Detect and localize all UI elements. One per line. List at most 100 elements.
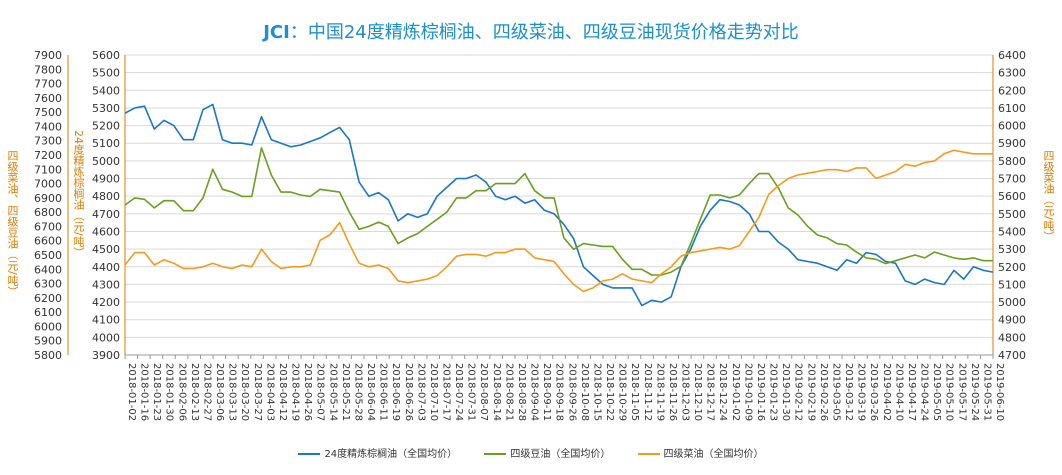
right-tick-label: 5800 bbox=[998, 155, 1026, 168]
inner-left-tick-label: 5400 bbox=[92, 84, 120, 97]
x-tick-label: 2018-03-13 bbox=[227, 363, 238, 421]
x-tick-label: 2018-11-19 bbox=[654, 363, 665, 421]
x-tick-label: 2018-10-15 bbox=[591, 363, 602, 421]
legend-label-palm: 24度精炼棕榈油（全国均价） bbox=[324, 449, 458, 460]
chart-title: JCI：中国24度精炼棕榈油、四级菜油、四级豆油现货价格走势对比 bbox=[0, 18, 1062, 44]
legend-item-rape[interactable]: 四级菜油（全国均价） bbox=[637, 445, 764, 460]
outer-left-tick-label: 5800 bbox=[34, 349, 62, 362]
x-tick-label: 2019-03-05 bbox=[830, 363, 841, 421]
x-tick-label: 2018-08-21 bbox=[503, 363, 514, 421]
x-tick-label: 2018-09-04 bbox=[529, 363, 540, 421]
right-tick-label: 5900 bbox=[998, 137, 1026, 150]
right-tick-label: 5200 bbox=[998, 261, 1026, 274]
x-tick-label: 2018-04-12 bbox=[277, 363, 288, 421]
inner-left-tick-label: 4100 bbox=[92, 314, 120, 327]
x-tick-label: 2019-04-17 bbox=[906, 363, 917, 421]
right-tick-label: 6300 bbox=[998, 67, 1026, 80]
right-tick-label: 5100 bbox=[998, 278, 1026, 291]
inner-left-tick-label: 4800 bbox=[92, 190, 120, 203]
inner-left-tick-label: 4300 bbox=[92, 278, 120, 291]
right-tick-label: 5300 bbox=[998, 243, 1026, 256]
inner-left-tick-label: 5200 bbox=[92, 120, 120, 133]
x-tick-label: 2018-12-24 bbox=[717, 363, 728, 421]
x-tick-label: 2019-04-10 bbox=[893, 363, 904, 421]
inner-left-tick-label: 4900 bbox=[92, 173, 120, 186]
x-tick-label: 2018-02-13 bbox=[189, 363, 200, 421]
outer-left-tick-label: 6600 bbox=[34, 235, 62, 248]
legend-swatch-palm bbox=[298, 453, 321, 455]
x-tick-label: 2019-04-24 bbox=[919, 363, 930, 421]
right-axis-title: 四级菜油（元/吨） bbox=[1042, 150, 1055, 242]
x-tick-label: 2018-12-10 bbox=[692, 363, 703, 421]
x-tick-label: 2018-02-27 bbox=[201, 363, 212, 421]
x-tick-label: 2018-05-21 bbox=[340, 363, 351, 421]
legend-label-rape: 四级菜油（全国均价） bbox=[663, 449, 764, 460]
inner-left-tick-label: 4400 bbox=[92, 261, 120, 274]
right-tick-label: 5600 bbox=[998, 190, 1026, 203]
x-tick-label: 2018-09-18 bbox=[554, 363, 565, 421]
inner-left-axis-title: 24度精炼棕榈油（元/吨） bbox=[72, 130, 85, 258]
legend-item-palm[interactable]: 24度精炼棕榈油（全国均价） bbox=[298, 445, 457, 460]
outer-left-tick-label: 7600 bbox=[34, 92, 62, 105]
x-tick-label: 2018-07-10 bbox=[428, 363, 439, 421]
right-tick-label: 6200 bbox=[998, 84, 1026, 97]
x-tick-label: 2018-01-23 bbox=[151, 363, 162, 421]
x-tick-label: 2018-07-03 bbox=[415, 363, 426, 421]
right-tick-label: 5400 bbox=[998, 225, 1026, 238]
outer-left-tick-label: 5900 bbox=[34, 335, 62, 348]
right-tick-label: 5500 bbox=[998, 208, 1026, 221]
x-tick-label: 2019-05-31 bbox=[981, 363, 992, 421]
x-tick-label: 2018-10-22 bbox=[604, 363, 615, 421]
outer-left-tick-label: 6300 bbox=[34, 278, 62, 291]
right-tick-label: 4700 bbox=[998, 349, 1026, 362]
x-tick-label: 2018-03-20 bbox=[239, 363, 250, 421]
series-line-soy bbox=[124, 147, 993, 276]
outer-left-tick-label: 7000 bbox=[34, 178, 62, 191]
outer-left-tick-label: 6000 bbox=[34, 320, 62, 333]
x-tick-label: 2018-12-03 bbox=[680, 363, 691, 421]
outer-left-tick-label: 6400 bbox=[34, 263, 62, 276]
right-tick-label: 6400 bbox=[998, 49, 1026, 62]
outer-left-tick-label: 6200 bbox=[34, 292, 62, 305]
inner-left-tick-label: 3900 bbox=[92, 349, 120, 362]
outer-left-tick-label: 6100 bbox=[34, 306, 62, 319]
legend-swatch-soy bbox=[484, 453, 507, 455]
legend-swatch-rape bbox=[637, 453, 660, 455]
right-tick-label: 4900 bbox=[998, 314, 1026, 327]
right-tick-label: 6100 bbox=[998, 102, 1026, 115]
right-tick-label: 5700 bbox=[998, 173, 1026, 186]
x-tick-label: 2018-03-27 bbox=[252, 363, 263, 421]
inner-left-tick-label: 4000 bbox=[92, 331, 120, 344]
x-tick-label: 2018-02-06 bbox=[176, 363, 187, 421]
inner-left-tick-label: 5300 bbox=[92, 102, 120, 115]
series-line-palm bbox=[124, 103, 994, 307]
inner-left-tick-label: 4200 bbox=[92, 296, 120, 309]
x-tick-label: 2019-02-12 bbox=[793, 363, 804, 421]
legend-label-soy: 四级豆油（全国均价） bbox=[510, 449, 611, 460]
x-tick-label: 2018-06-11 bbox=[378, 363, 389, 421]
x-tick-label: 2018-06-26 bbox=[403, 363, 414, 421]
x-tick-label: 2018-04-19 bbox=[290, 363, 301, 421]
x-tick-label: 2019-03-12 bbox=[843, 363, 854, 421]
outer-left-tick-label: 7800 bbox=[34, 63, 62, 76]
brand-label: JCI bbox=[263, 22, 290, 43]
x-tick-label: 2018-01-16 bbox=[139, 363, 150, 421]
legend-item-soy[interactable]: 四级豆油（全国均价） bbox=[484, 445, 610, 460]
x-tick-label: 2018-07-24 bbox=[453, 363, 464, 421]
x-tick-label: 2018-06-19 bbox=[390, 363, 401, 421]
x-tick-label: 2018-04-03 bbox=[264, 363, 275, 421]
x-tick-label: 2018-04-26 bbox=[302, 363, 313, 421]
x-tick-label: 2019-05-05 bbox=[931, 363, 942, 421]
x-tick-label: 2019-01-23 bbox=[768, 363, 779, 421]
x-tick-label: 2018-05-07 bbox=[315, 363, 326, 421]
outer-left-axis-title: 四级菜油、四级豆油（元/吨） bbox=[6, 150, 19, 297]
inner-left-tick-label: 4700 bbox=[92, 208, 120, 221]
x-tick-label: 2018-10-08 bbox=[579, 363, 590, 421]
x-tick-label: 2018-07-31 bbox=[466, 363, 477, 421]
x-tick-label: 2018-01-30 bbox=[164, 363, 175, 421]
right-tick-label: 4800 bbox=[998, 331, 1026, 344]
series-line-rape bbox=[124, 149, 993, 293]
x-tick-label: 2019-01-30 bbox=[780, 363, 791, 421]
x-tick-label: 2018-08-28 bbox=[516, 363, 527, 421]
x-tick-label: 2018-05-14 bbox=[327, 363, 338, 421]
